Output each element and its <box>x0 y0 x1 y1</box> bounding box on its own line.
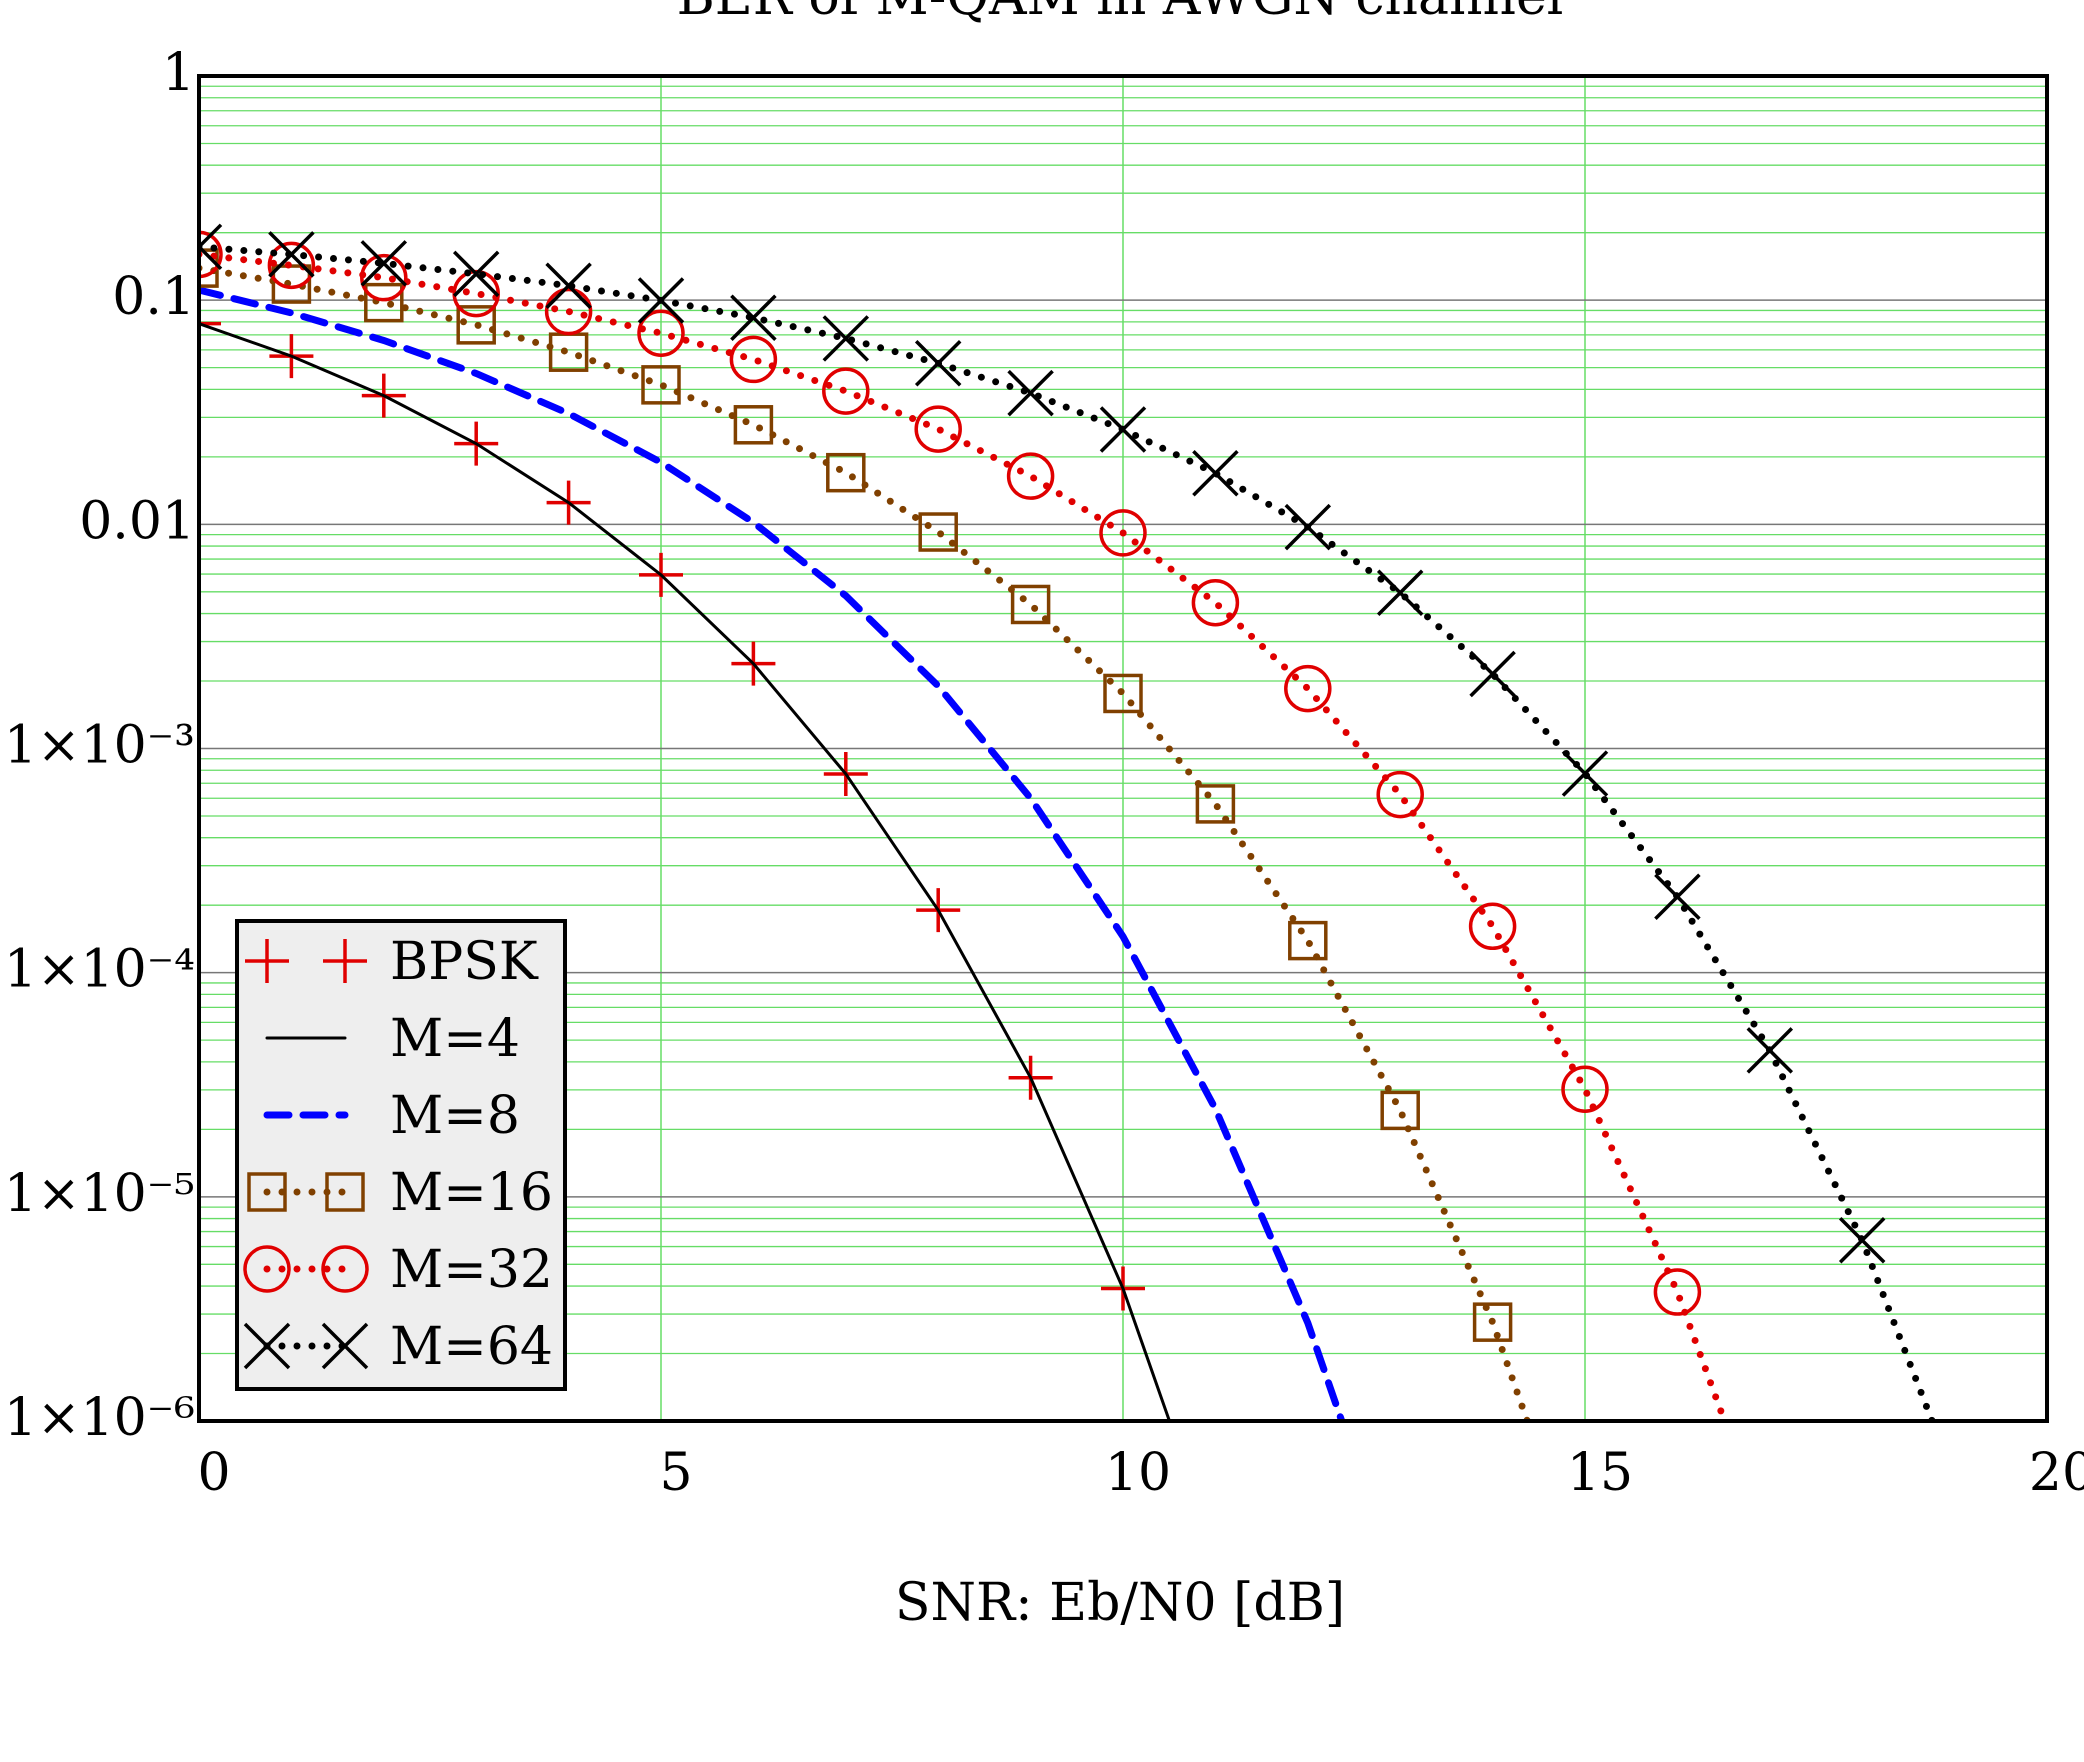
chart-title: BER of M-QAM in AWGN channel <box>677 0 1564 27</box>
legend-marker <box>245 939 289 983</box>
data-marker <box>268 231 315 278</box>
data-marker <box>637 309 685 357</box>
y-tick-label: 1×10⁻⁴ <box>4 940 195 1000</box>
data-marker <box>1468 902 1517 951</box>
y-tick-label: 0.01 <box>79 491 195 551</box>
data-marker <box>1099 406 1147 453</box>
data-marker <box>1469 650 1516 698</box>
x-tick-label: 5 <box>659 1443 692 1503</box>
data-marker <box>1472 1302 1513 1342</box>
data-marker <box>1103 673 1143 714</box>
x-tick-label: 10 <box>1105 1443 1171 1503</box>
data-marker <box>1746 1027 1794 1074</box>
data-marker <box>1653 1268 1702 1316</box>
y-tick-label: 1×10⁻⁵ <box>4 1164 195 1224</box>
legend-marker <box>247 1172 287 1212</box>
legend-marker <box>325 1172 365 1212</box>
plot-frame <box>197 74 2049 1423</box>
data-marker <box>1380 1090 1420 1131</box>
legend-label: M=4 <box>390 1009 520 1069</box>
legend-box <box>235 919 567 1391</box>
legend-marker <box>323 939 367 983</box>
series-line <box>199 322 1172 1421</box>
legend-label: M=32 <box>390 1240 553 1300</box>
data-marker <box>545 262 592 309</box>
data-marker <box>456 305 496 345</box>
data-marker <box>364 282 404 323</box>
x-tick-label: 20 <box>2029 1443 2084 1503</box>
data-marker <box>199 301 221 346</box>
data-marker <box>1376 569 1424 617</box>
legend-marker <box>243 1245 291 1293</box>
legend-label: M=64 <box>390 1317 553 1377</box>
plot-area <box>199 223 1936 1421</box>
data-marker <box>1284 503 1332 551</box>
data-marker <box>1010 584 1051 625</box>
data-marker <box>822 367 870 415</box>
legend-marker <box>321 1322 369 1370</box>
data-marker <box>918 512 958 552</box>
data-marker <box>1006 452 1055 500</box>
data-marker <box>733 405 774 445</box>
data-marker <box>1007 369 1054 417</box>
data-marker <box>730 294 777 341</box>
x-axis-label: SNR: Eb/N0 [dB] <box>895 1573 1345 1633</box>
legend-marker <box>321 1245 369 1293</box>
series-line <box>199 264 1531 1421</box>
legend: BPSK M=4 M=8 M=16 M=32 M=64 <box>235 919 567 1391</box>
data-marker <box>199 230 223 279</box>
legend-label: M=16 <box>390 1163 553 1223</box>
x-tick-label: 15 <box>1567 1443 1633 1503</box>
data-marker <box>729 335 778 384</box>
x-tick-label: 0 <box>197 1443 230 1503</box>
data-marker <box>1561 750 1609 797</box>
data-marker <box>1099 509 1147 557</box>
data-marker <box>637 277 685 324</box>
data-marker <box>1654 873 1701 921</box>
y-tick-label: 0.1 <box>112 267 195 327</box>
data-marker <box>914 340 962 387</box>
data-marker <box>1561 1065 1609 1113</box>
data-marker <box>544 287 593 336</box>
y-tick-label: 1×10⁻⁶ <box>4 1388 195 1448</box>
data-marker <box>1284 664 1332 713</box>
data-marker <box>914 405 962 453</box>
data-marker <box>1838 1217 1886 1264</box>
y-tick-label: 1 <box>162 43 195 103</box>
data-marker <box>1195 784 1236 824</box>
data-marker <box>822 315 870 362</box>
legend-label: M=8 <box>390 1086 520 1146</box>
legend-label: BPSK <box>390 932 539 992</box>
data-marker <box>641 365 681 405</box>
data-marker <box>267 241 316 290</box>
data-marker <box>1191 578 1240 627</box>
data-marker <box>1376 770 1424 819</box>
y-tick-label: 1×10⁻³ <box>4 716 195 776</box>
series-line <box>199 286 1346 1421</box>
data-marker <box>360 253 408 302</box>
data-marker <box>199 223 223 271</box>
legend-marker <box>243 1322 291 1370</box>
data-marker <box>1192 450 1239 497</box>
data-marker <box>360 240 408 287</box>
data-marker <box>452 250 500 298</box>
data-marker <box>826 452 866 493</box>
data-marker <box>1288 920 1328 961</box>
